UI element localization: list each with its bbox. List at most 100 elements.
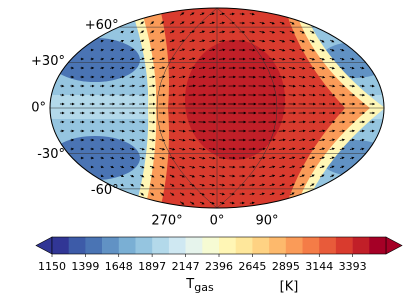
wind-arrow xyxy=(189,66,196,70)
wind-arrow xyxy=(309,138,316,142)
wind-arrow xyxy=(119,75,125,79)
map-outline xyxy=(49,7,385,209)
wind-arrow xyxy=(359,138,365,142)
wind-arrow xyxy=(268,75,276,79)
wind-arrow xyxy=(299,57,306,61)
colorbar-label-main: T xyxy=(185,277,194,292)
wind-arrow xyxy=(168,129,176,133)
wind-arrow xyxy=(150,192,155,196)
colorbar-tick-label: 3144 xyxy=(305,260,333,273)
wind-arrow xyxy=(150,183,155,187)
colorbar-swatch xyxy=(202,237,220,254)
wind-arrow xyxy=(309,183,315,187)
wind-arrow xyxy=(139,48,145,52)
wind-arrow xyxy=(218,57,226,61)
wind-arrow xyxy=(149,138,156,142)
wind-arrow xyxy=(149,57,155,61)
wind-arrow xyxy=(188,138,196,142)
wind-arrow xyxy=(119,138,125,142)
colorbar-tick-label: 2147 xyxy=(172,260,200,273)
wind-arrow xyxy=(350,57,355,61)
wind-arrow xyxy=(119,66,125,70)
wind-arrow xyxy=(259,21,265,25)
wind-arrow xyxy=(140,174,145,178)
wind-arrow xyxy=(279,30,285,34)
wind-arrow xyxy=(110,57,115,61)
wind-arrow xyxy=(258,147,266,151)
colorbar-swatch xyxy=(152,237,170,254)
wind-arrow xyxy=(349,147,355,151)
wind-arrow xyxy=(178,75,186,79)
wind-arrow xyxy=(288,75,296,79)
wind-arrow xyxy=(150,30,155,34)
wind-arrow xyxy=(179,12,185,16)
wind-arrow xyxy=(299,66,306,70)
wind-arrow xyxy=(269,30,276,34)
wind-arrow xyxy=(139,147,145,151)
wind-arrow xyxy=(149,75,156,79)
wind-arrow xyxy=(219,201,225,205)
wind-arrow xyxy=(110,165,115,169)
wind-arrow xyxy=(159,30,165,34)
wind-arrow xyxy=(169,156,176,160)
wind-arrow xyxy=(189,201,195,205)
wind-arrow xyxy=(149,66,156,70)
wind-arrow xyxy=(269,183,276,187)
wind-arrow xyxy=(149,165,155,169)
wind-arrow xyxy=(319,147,326,151)
wind-arrow xyxy=(140,39,145,43)
wind-arrow xyxy=(289,30,295,34)
wind-arrow xyxy=(289,156,296,160)
wind-arrow xyxy=(149,174,155,178)
wind-arrow xyxy=(340,48,345,52)
colorbar-swatch xyxy=(369,237,387,254)
wind-arrow xyxy=(198,138,206,142)
wind-arrow xyxy=(289,174,296,178)
wind-arrow xyxy=(159,39,165,43)
colorbar-swatch xyxy=(352,237,370,254)
wind-arrow xyxy=(279,39,286,43)
wind-arrow xyxy=(349,66,355,70)
wind-arrow xyxy=(179,39,185,43)
wind-arrow xyxy=(120,183,124,187)
wind-arrow xyxy=(289,165,296,169)
colorbar-swatch xyxy=(135,237,153,254)
colorbar-swatch xyxy=(102,237,120,254)
wind-arrow xyxy=(339,66,345,70)
wind-arrow xyxy=(299,156,306,160)
wind-arrow xyxy=(319,66,326,70)
wind-arrow xyxy=(349,84,356,88)
wind-arrow xyxy=(100,48,105,52)
wind-arrow xyxy=(278,66,286,70)
wind-arrow xyxy=(149,84,156,88)
wind-arrow xyxy=(199,48,206,52)
wind-arrow xyxy=(199,12,205,16)
wind-arrow xyxy=(289,66,296,70)
wind-arrow xyxy=(309,48,315,52)
x-tick-label: 90° xyxy=(255,214,278,229)
wind-arrow xyxy=(309,30,315,34)
colorbar-swatch xyxy=(235,237,253,254)
wind-arrow xyxy=(349,75,355,79)
colorbar-swatch xyxy=(118,237,136,254)
wind-arrow xyxy=(160,192,165,196)
wind-arrow xyxy=(120,165,125,169)
y-tick-label: +60° xyxy=(85,18,119,33)
wind-arrow xyxy=(249,183,256,187)
wind-arrow xyxy=(279,57,286,61)
wind-arrow xyxy=(189,192,195,196)
wind-arrow xyxy=(120,156,125,160)
wind-arrow xyxy=(269,21,275,25)
wind-arrow xyxy=(100,57,105,61)
wind-arrow xyxy=(339,57,345,61)
wind-arrow xyxy=(199,192,205,196)
wind-arrow xyxy=(289,21,295,25)
colorbar-swatch xyxy=(302,237,320,254)
y-tick-label: -30° xyxy=(37,147,65,162)
wind-arrow xyxy=(329,66,335,70)
wind-arrow xyxy=(340,165,345,169)
wind-arrow xyxy=(189,156,196,160)
wind-arrow xyxy=(219,12,225,16)
y-tick-label: +30° xyxy=(31,54,65,69)
wind-arrow xyxy=(159,156,166,160)
